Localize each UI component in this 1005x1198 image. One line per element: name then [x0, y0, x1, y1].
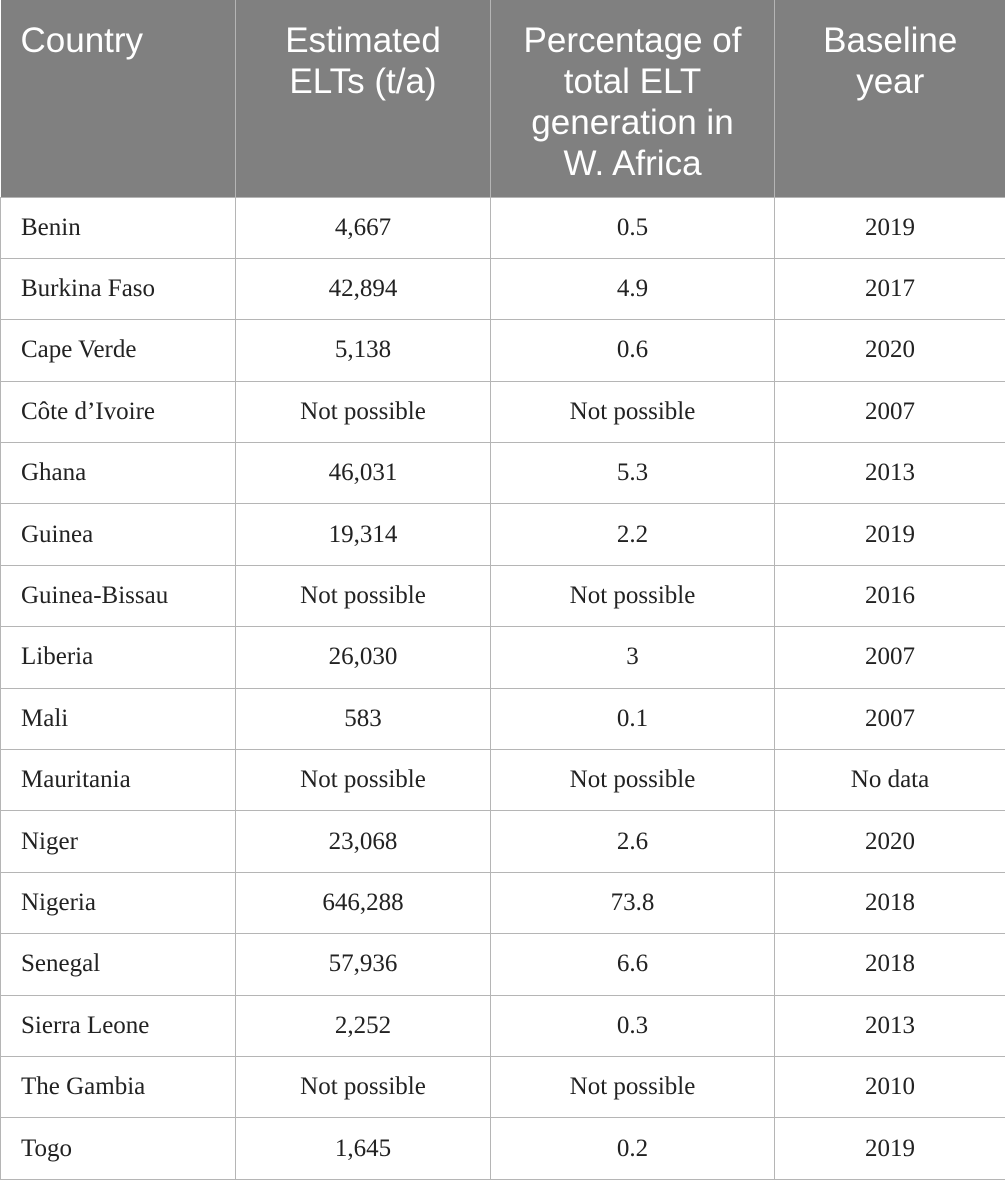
- data-cell: 2018: [774, 871, 1005, 935]
- data-cell: Not possible: [490, 749, 775, 812]
- data-cell: 583: [235, 687, 491, 751]
- data-cell: 26,030: [235, 626, 491, 689]
- data-cell: 2007: [774, 626, 1005, 689]
- country-cell: Sierra Leone: [0, 994, 236, 1057]
- data-cell: 2019: [774, 196, 1005, 259]
- country-cell: Burkina Faso: [0, 257, 236, 321]
- data-cell: 2020: [774, 810, 1005, 873]
- data-cell: 2019: [774, 1117, 1005, 1180]
- data-cell: 23,068: [235, 810, 491, 873]
- data-cell: 2013: [774, 442, 1005, 505]
- table-row: Nigeria 646,288 73.8 2018: [0, 871, 1005, 935]
- data-cell: 0.2: [490, 1117, 775, 1180]
- country-cell: Niger: [0, 810, 236, 873]
- data-cell: 2017: [774, 257, 1005, 321]
- data-cell: 0.6: [490, 319, 775, 382]
- country-cell: Togo: [0, 1117, 236, 1180]
- table-body: Benin 4,667 0.5 2019 Burkina Faso 42,894 4.9 20…: [0, 196, 1005, 1180]
- data-cell: Not possible: [490, 564, 775, 628]
- data-cell: Not possible: [235, 564, 491, 628]
- data-cell: 73.8: [490, 871, 775, 935]
- table-row: Niger 23,068 2.6 2020: [0, 810, 1005, 873]
- table-row: Ghana 46,031 5.3 2013: [0, 442, 1005, 505]
- data-cell: 5.3: [490, 442, 775, 505]
- country-cell: Nigeria: [0, 871, 236, 935]
- data-cell: 2.2: [490, 503, 775, 566]
- data-cell: 2013: [774, 994, 1005, 1057]
- data-cell: 5,138: [235, 319, 491, 382]
- country-cell: Guinea: [0, 503, 236, 566]
- data-cell: Not possible: [235, 749, 491, 812]
- header-row: Country Estimated ELTs (t/a) Percentage of…: [0, 0, 1005, 197]
- country-cell: Liberia: [0, 626, 236, 689]
- country-cell: The Gambia: [0, 1055, 236, 1119]
- table-row: Côte d’Ivoire Not possible Not possible 200…: [0, 380, 1005, 444]
- table-row: Mali 583 0.1 2007: [0, 687, 1005, 751]
- data-cell: No data: [774, 749, 1005, 812]
- data-cell: 4,667: [235, 196, 491, 259]
- header-cell: Country: [0, 0, 236, 197]
- table-row: Togo 1,645 0.2 2019: [0, 1117, 1005, 1180]
- data-cell: 1,645: [235, 1117, 491, 1180]
- data-cell: 19,314: [235, 503, 491, 566]
- country-cell: Mauritania: [0, 749, 236, 812]
- table-row: Cape Verde 5,138 0.6 2020: [0, 319, 1005, 382]
- data-cell: 2010: [774, 1055, 1005, 1119]
- table-row: Guinea 19,314 2.2 2019: [0, 503, 1005, 566]
- data-cell: 6.6: [490, 933, 775, 996]
- table-row: Liberia 26,030 3 2007: [0, 626, 1005, 689]
- table-header: Country Estimated ELTs (t/a) Percentage of…: [0, 0, 1005, 197]
- data-cell: 2.6: [490, 810, 775, 873]
- data-cell: 4.9: [490, 257, 775, 321]
- data-cell: 57,936: [235, 933, 491, 996]
- header-cell: Estimated ELTs (t/a): [235, 0, 491, 197]
- table-row: The Gambia Not possible Not possible 2010: [0, 1055, 1005, 1119]
- data-cell: Not possible: [490, 380, 775, 444]
- data-cell: 0.1: [490, 687, 775, 751]
- table-row: Guinea-Bissau Not possible Not possible 201…: [0, 564, 1005, 628]
- data-cell: Not possible: [235, 380, 491, 444]
- header-cell: Percentage of total ELT generation in W.…: [490, 0, 775, 197]
- country-cell: Côte d’Ivoire: [0, 380, 236, 444]
- data-cell: 42,894: [235, 257, 491, 321]
- country-cell: Mali: [0, 687, 236, 751]
- data-cell: 0.3: [490, 994, 775, 1057]
- table-row: Burkina Faso 42,894 4.9 2017: [0, 257, 1005, 321]
- data-cell: 2019: [774, 503, 1005, 566]
- table-row: Sierra Leone 2,252 0.3 2013: [0, 994, 1005, 1057]
- country-cell: Guinea-Bissau: [0, 564, 236, 628]
- data-cell: 2007: [774, 380, 1005, 444]
- data-cell: 46,031: [235, 442, 491, 505]
- data-cell: Not possible: [490, 1055, 775, 1119]
- data-cell: 3: [490, 626, 775, 689]
- data-cell: 2,252: [235, 994, 491, 1057]
- data-cell: 646,288: [235, 871, 491, 935]
- data-cell: 2020: [774, 319, 1005, 382]
- data-cell: Not possible: [235, 1055, 491, 1119]
- data-cell: 0.5: [490, 196, 775, 259]
- country-cell: Benin: [0, 196, 236, 259]
- header-cell: Baseline year: [774, 0, 1005, 197]
- table-row: Benin 4,667 0.5 2019: [0, 196, 1005, 259]
- country-cell: Cape Verde: [0, 319, 236, 382]
- table-row: Mauritania Not possible Not possible No dat…: [0, 749, 1005, 812]
- data-cell: 2007: [774, 687, 1005, 751]
- data-cell: 2018: [774, 933, 1005, 996]
- country-cell: Senegal: [0, 933, 236, 996]
- data-cell: 2016: [774, 564, 1005, 628]
- table-row: Senegal 57,936 6.6 2018: [0, 933, 1005, 996]
- country-cell: Ghana: [0, 442, 236, 505]
